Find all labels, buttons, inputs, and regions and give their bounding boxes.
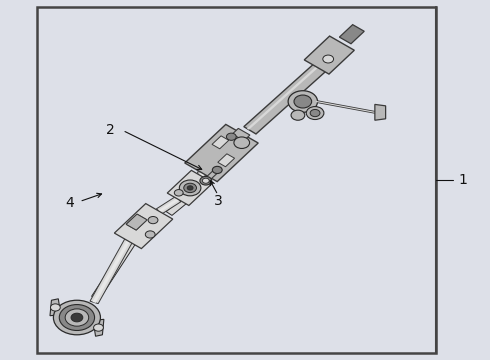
Text: 3: 3: [214, 194, 222, 207]
Polygon shape: [244, 43, 349, 134]
Polygon shape: [126, 214, 147, 230]
Polygon shape: [125, 211, 162, 242]
Polygon shape: [185, 125, 258, 181]
Polygon shape: [375, 104, 386, 120]
Circle shape: [288, 91, 318, 112]
Polygon shape: [247, 45, 342, 130]
Circle shape: [200, 176, 212, 185]
Polygon shape: [304, 36, 354, 74]
Polygon shape: [218, 154, 235, 167]
Polygon shape: [92, 236, 139, 299]
Text: 2: 2: [106, 123, 115, 136]
Polygon shape: [167, 170, 213, 206]
Circle shape: [94, 324, 103, 331]
Text: 4: 4: [65, 197, 74, 210]
Polygon shape: [93, 239, 131, 303]
Circle shape: [71, 313, 83, 322]
Circle shape: [50, 304, 60, 311]
Polygon shape: [166, 194, 193, 215]
Text: 1: 1: [459, 173, 467, 187]
Circle shape: [187, 186, 193, 190]
Circle shape: [202, 178, 209, 183]
Polygon shape: [128, 212, 159, 240]
Circle shape: [59, 305, 95, 330]
Circle shape: [291, 110, 305, 120]
Polygon shape: [177, 176, 203, 199]
Polygon shape: [340, 24, 364, 44]
Circle shape: [53, 300, 100, 335]
Polygon shape: [197, 171, 207, 176]
Circle shape: [234, 137, 249, 148]
Polygon shape: [212, 136, 229, 149]
Circle shape: [174, 190, 183, 196]
Circle shape: [310, 109, 320, 117]
Circle shape: [226, 133, 236, 140]
Circle shape: [184, 183, 196, 193]
Polygon shape: [93, 319, 104, 336]
Circle shape: [65, 309, 89, 326]
Polygon shape: [158, 198, 179, 212]
Circle shape: [148, 216, 158, 224]
Polygon shape: [232, 129, 250, 141]
Circle shape: [323, 55, 334, 63]
Polygon shape: [114, 203, 173, 249]
Polygon shape: [175, 175, 205, 201]
Circle shape: [294, 95, 312, 108]
Circle shape: [146, 231, 155, 238]
Circle shape: [179, 180, 201, 196]
Circle shape: [212, 166, 222, 174]
Polygon shape: [206, 167, 217, 184]
Bar: [37, 7, 436, 353]
Polygon shape: [126, 214, 147, 230]
Polygon shape: [156, 197, 181, 214]
Polygon shape: [90, 238, 133, 303]
Polygon shape: [200, 171, 204, 176]
Circle shape: [306, 107, 324, 120]
Polygon shape: [50, 299, 61, 316]
